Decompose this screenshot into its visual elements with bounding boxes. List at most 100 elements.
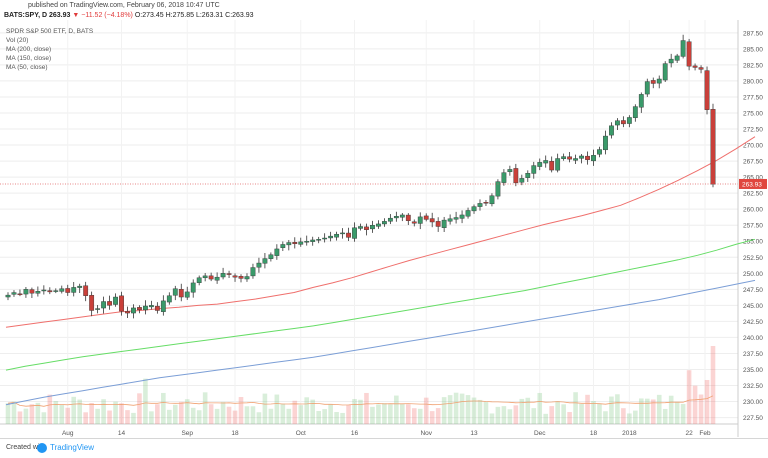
candle-body bbox=[53, 290, 59, 292]
volume-bar bbox=[704, 380, 710, 424]
candle-body bbox=[471, 206, 477, 212]
volume-bar bbox=[113, 401, 118, 424]
price-tick-label: 270.00 bbox=[743, 143, 763, 150]
candle-body bbox=[393, 216, 399, 219]
candle-body bbox=[591, 155, 596, 162]
candle-body bbox=[83, 285, 89, 296]
date-tick-label: Dec bbox=[534, 430, 546, 437]
candle-body bbox=[23, 289, 29, 295]
candle-body bbox=[650, 80, 656, 84]
candle-body bbox=[465, 210, 471, 217]
candle-body bbox=[214, 276, 220, 281]
volume-bar bbox=[477, 399, 483, 424]
date-tick-label: Oct bbox=[296, 430, 306, 437]
volume-bar bbox=[423, 397, 429, 424]
candle-body bbox=[137, 307, 142, 311]
volume-ma-line bbox=[7, 395, 714, 407]
candle-body bbox=[519, 178, 525, 183]
volume-bar bbox=[322, 409, 327, 424]
candle-body bbox=[513, 168, 519, 184]
price-tick-label: 272.50 bbox=[743, 127, 763, 134]
volume-bar bbox=[435, 408, 441, 424]
candle-body bbox=[11, 292, 17, 295]
volume-bar bbox=[555, 401, 560, 424]
price-tick-label: 255.00 bbox=[743, 239, 763, 246]
volume-bar bbox=[531, 408, 537, 424]
volume-bar bbox=[167, 409, 172, 424]
volume-bar bbox=[161, 392, 166, 424]
candle-body bbox=[89, 295, 95, 311]
candle-body bbox=[615, 120, 620, 126]
volume-bar bbox=[561, 404, 566, 424]
candle-body bbox=[638, 94, 644, 108]
candle-body bbox=[292, 242, 298, 245]
candle-body bbox=[632, 106, 638, 118]
price-tick-label: 247.50 bbox=[743, 287, 763, 294]
last-price: 263.93 bbox=[49, 12, 71, 19]
candle-body bbox=[668, 58, 674, 64]
candle-body bbox=[148, 305, 154, 308]
candle-body bbox=[334, 233, 340, 238]
candle-body bbox=[143, 305, 148, 311]
candle-body bbox=[376, 223, 381, 227]
candle-body bbox=[304, 241, 310, 243]
volume-bar bbox=[543, 413, 549, 424]
candle-body bbox=[119, 295, 124, 312]
volume-bar bbox=[597, 403, 602, 424]
candle-body bbox=[662, 63, 668, 81]
footer: Created with TradingView bbox=[0, 438, 768, 458]
volume-bar bbox=[650, 399, 656, 424]
symbol-quote: BATS:SPY, D 263.93 ▼ −11.52 (−4.18%) O:2… bbox=[4, 11, 254, 20]
volume-bar bbox=[692, 385, 698, 424]
date-tick-label: 14 bbox=[118, 430, 126, 437]
candle-body bbox=[358, 226, 363, 229]
candle-body bbox=[17, 293, 23, 296]
date-tick-label: Nov bbox=[420, 430, 432, 437]
volume-bar bbox=[131, 412, 136, 424]
volume-bar bbox=[101, 399, 106, 424]
candle-body bbox=[674, 55, 680, 61]
last-price-badge bbox=[739, 178, 767, 189]
candle-body bbox=[429, 218, 435, 223]
volume-bar bbox=[11, 401, 17, 424]
volume-bar bbox=[89, 403, 94, 424]
volume-bar bbox=[382, 403, 387, 424]
volume-bar bbox=[429, 411, 435, 424]
volume-bar bbox=[346, 404, 351, 424]
volume-bar bbox=[352, 399, 357, 424]
volume-bar bbox=[639, 398, 644, 424]
ohlc: O:273.45 H:275.85 L:263.31 C:263.93 bbox=[134, 12, 254, 19]
symbol: BATS:SPY, D bbox=[4, 12, 48, 19]
volume-bar bbox=[202, 392, 208, 424]
volume-bar bbox=[29, 404, 35, 424]
volume-bar bbox=[633, 410, 638, 424]
price-chart[interactable]: 227.50 230.00 232.50 235.00 237.50 240.00 242.… bbox=[0, 20, 768, 438]
created-with: Created with bbox=[6, 444, 46, 451]
volume-bar bbox=[83, 412, 88, 424]
volume-bar bbox=[178, 401, 184, 424]
candle-body bbox=[262, 258, 268, 264]
price-tick-label: 262.50 bbox=[743, 191, 763, 198]
candle-body bbox=[423, 215, 429, 220]
candle-body bbox=[644, 81, 650, 95]
price-tick-label: 285.00 bbox=[743, 46, 763, 53]
candle-body bbox=[585, 155, 590, 160]
volume-bar bbox=[394, 395, 399, 424]
last-price-label: 263.93 bbox=[742, 181, 762, 188]
candle-body bbox=[5, 294, 11, 298]
volume-bar bbox=[95, 408, 100, 424]
price-tick-label: 235.00 bbox=[743, 367, 763, 374]
tradingview-brand: TradingView bbox=[50, 443, 95, 452]
volume-bar bbox=[71, 396, 77, 424]
candle-body bbox=[399, 214, 405, 218]
date-tick-label: Aug bbox=[62, 430, 74, 437]
candle-body bbox=[77, 285, 83, 288]
volume-bar bbox=[644, 398, 650, 424]
date-tick-label: 18 bbox=[590, 430, 598, 437]
volume-bar bbox=[680, 403, 686, 424]
price-tick-label: 237.50 bbox=[743, 351, 763, 358]
volume-bar bbox=[316, 411, 321, 424]
volume-bar bbox=[196, 410, 202, 424]
published-note: published on TradingView.com, February 0… bbox=[28, 2, 220, 9]
volume-bar bbox=[441, 397, 447, 424]
